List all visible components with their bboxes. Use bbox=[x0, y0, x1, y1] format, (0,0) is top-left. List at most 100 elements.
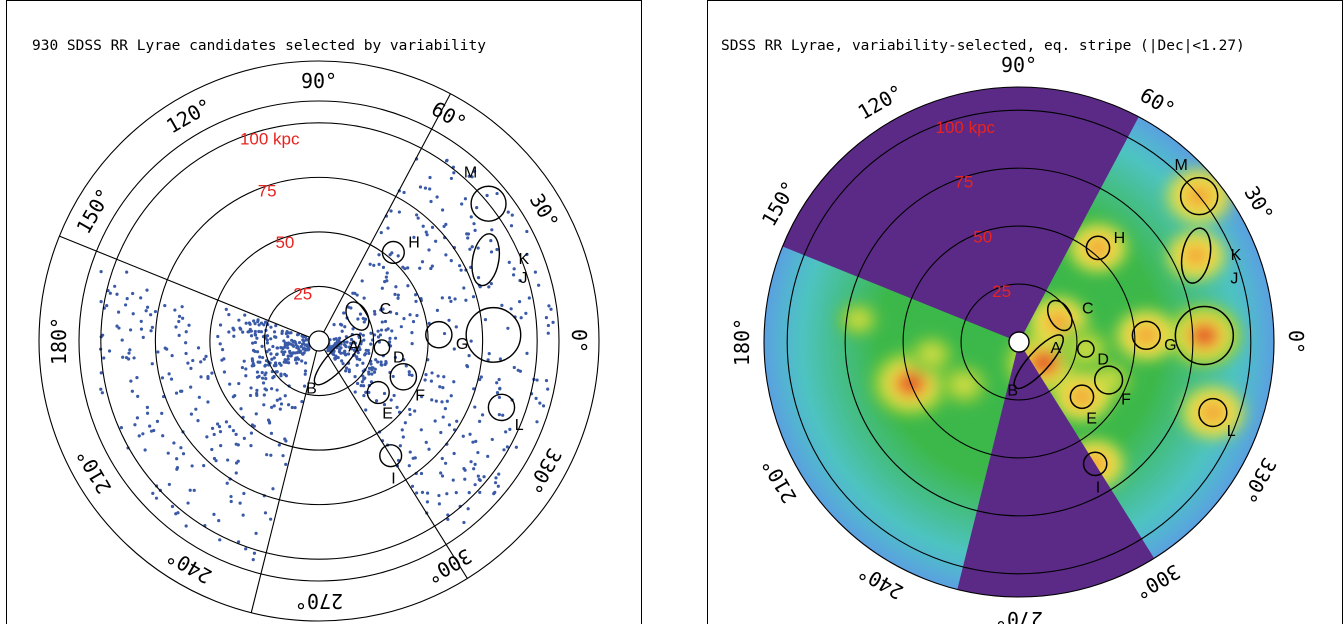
data-point bbox=[495, 191, 499, 196]
data-point bbox=[419, 395, 424, 399]
distance-ring-25 bbox=[263, 285, 375, 397]
density-peak bbox=[1045, 365, 1119, 428]
data-point bbox=[247, 321, 251, 325]
data-point bbox=[473, 405, 477, 409]
data-point bbox=[186, 361, 190, 365]
data-point bbox=[144, 309, 148, 313]
data-point bbox=[351, 327, 355, 331]
data-point bbox=[269, 387, 274, 391]
data-point bbox=[277, 443, 281, 447]
data-point bbox=[546, 387, 550, 391]
region-j-ellipse bbox=[1174, 305, 1235, 366]
data-point bbox=[247, 329, 251, 334]
sun-marker bbox=[1008, 331, 1030, 353]
region-f-ellipse bbox=[389, 363, 418, 391]
data-point bbox=[300, 342, 305, 346]
angle-tick-label: 90° bbox=[1001, 53, 1037, 77]
data-point bbox=[303, 361, 308, 365]
data-point bbox=[402, 317, 406, 321]
data-point bbox=[225, 481, 229, 485]
data-point bbox=[364, 317, 368, 321]
region-label-a: A bbox=[348, 338, 359, 355]
data-point bbox=[180, 305, 184, 309]
data-point bbox=[271, 344, 275, 349]
data-point bbox=[362, 384, 366, 388]
data-point bbox=[244, 374, 248, 378]
region-label-h: H bbox=[1114, 230, 1126, 247]
data-point bbox=[414, 299, 418, 303]
region-label-h: H bbox=[408, 235, 420, 252]
data-point bbox=[252, 551, 257, 555]
data-point bbox=[115, 324, 119, 328]
data-point bbox=[382, 391, 387, 396]
data-point bbox=[189, 366, 193, 370]
data-point bbox=[519, 316, 523, 320]
data-point bbox=[271, 487, 275, 491]
data-point bbox=[177, 333, 181, 338]
data-point bbox=[445, 399, 449, 403]
data-point bbox=[272, 374, 276, 379]
data-point bbox=[139, 319, 143, 323]
data-point bbox=[161, 434, 165, 438]
data-point bbox=[305, 338, 309, 342]
data-point bbox=[334, 342, 338, 346]
data-point bbox=[463, 477, 467, 481]
data-point bbox=[383, 362, 387, 367]
data-point bbox=[453, 297, 457, 301]
data-point bbox=[259, 321, 264, 325]
data-point bbox=[371, 366, 375, 370]
region-c-ellipse bbox=[1046, 299, 1073, 332]
data-point bbox=[145, 288, 149, 292]
data-point bbox=[295, 361, 299, 365]
data-point bbox=[399, 325, 403, 329]
data-point bbox=[360, 380, 364, 384]
data-point bbox=[549, 307, 553, 311]
data-point bbox=[367, 351, 371, 355]
data-point bbox=[255, 393, 259, 397]
data-point bbox=[512, 365, 516, 370]
angle-tick-label: 30° bbox=[525, 189, 564, 232]
region-h-ellipse bbox=[381, 240, 405, 265]
data-point bbox=[283, 394, 287, 398]
data-point bbox=[452, 451, 456, 456]
data-point bbox=[212, 512, 216, 516]
data-point bbox=[506, 210, 510, 214]
region-label-k: K bbox=[1231, 247, 1242, 264]
region-e-ellipse bbox=[1069, 384, 1095, 410]
data-point bbox=[455, 419, 459, 423]
data-point bbox=[441, 386, 445, 390]
data-point bbox=[167, 372, 171, 376]
data-point bbox=[446, 517, 450, 521]
data-point bbox=[274, 324, 278, 328]
region-label-g: G bbox=[456, 336, 468, 353]
data-point bbox=[278, 407, 282, 411]
data-point bbox=[476, 474, 480, 478]
data-point bbox=[544, 316, 549, 320]
data-point bbox=[206, 400, 210, 404]
data-point bbox=[149, 329, 153, 333]
data-point bbox=[348, 345, 352, 349]
data-point bbox=[379, 360, 383, 364]
data-point bbox=[192, 488, 196, 492]
region-h-ellipse bbox=[1085, 235, 1111, 261]
data-point bbox=[505, 445, 510, 449]
data-point bbox=[483, 318, 488, 322]
data-point bbox=[210, 426, 215, 430]
region-j-ellipse bbox=[465, 306, 522, 363]
data-point bbox=[420, 260, 425, 264]
region-i-ellipse bbox=[379, 444, 403, 468]
data-point bbox=[333, 356, 338, 361]
data-point bbox=[177, 319, 181, 324]
region-d-ellipse bbox=[1076, 340, 1095, 358]
data-point bbox=[234, 432, 238, 436]
data-point bbox=[415, 313, 419, 318]
data-point bbox=[439, 430, 443, 435]
data-point bbox=[402, 190, 406, 195]
data-point bbox=[129, 379, 133, 383]
region-label-d: D bbox=[1097, 351, 1109, 368]
scatter-panel: 930 SDSS RR Lyrae candidates selected by… bbox=[6, 0, 642, 624]
data-point bbox=[128, 348, 132, 352]
data-point bbox=[384, 360, 388, 364]
data-point bbox=[238, 326, 242, 330]
data-point bbox=[141, 335, 145, 339]
